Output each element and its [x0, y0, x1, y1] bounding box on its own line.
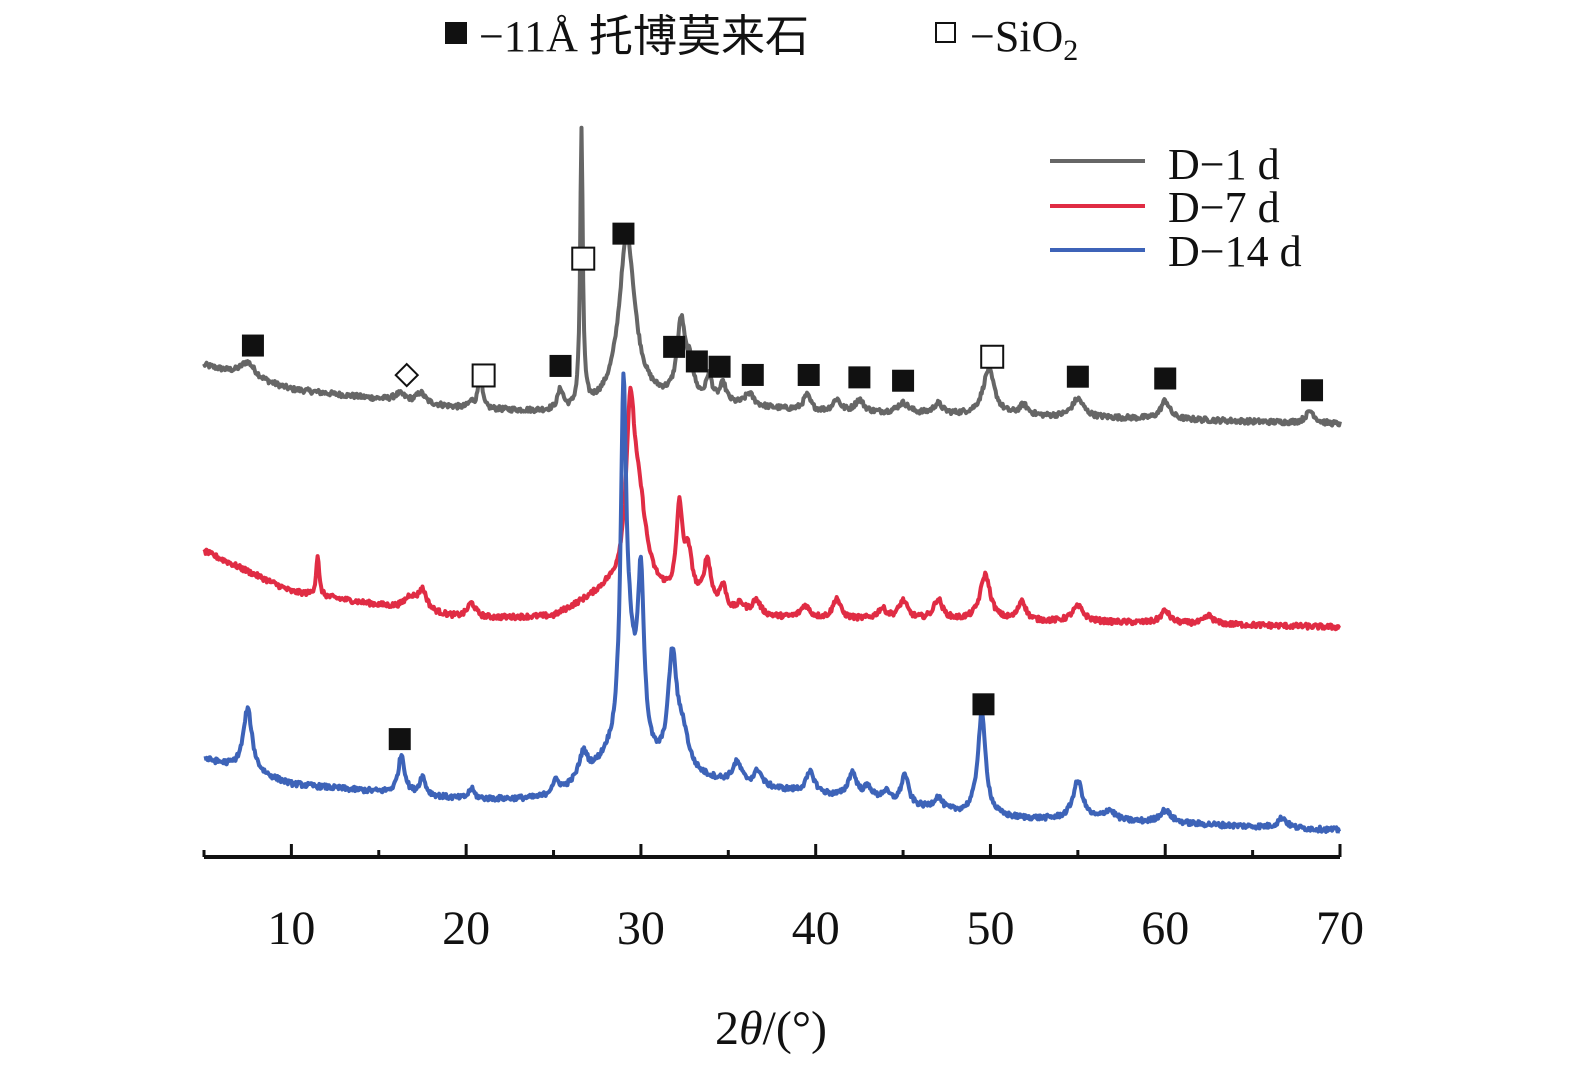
top-marker-legend: −11Å 托博莫来石 −SiO2: [445, 12, 1078, 67]
series-layer: [202, 125, 1342, 834]
x-tick-label: 70: [1316, 902, 1364, 955]
tobermorite-peak-marker: [708, 355, 731, 378]
legend-label-d1: D−1 d: [1168, 140, 1280, 189]
tobermorite-peak-marker: [797, 363, 820, 386]
tobermorite-peak-marker: [848, 366, 871, 389]
tobermorite-peak-marker: [663, 335, 686, 358]
x-axis-label: 2θ/(°): [715, 1002, 827, 1055]
diamond-peak-marker: [394, 362, 420, 388]
tobermorite-peak-marker: [685, 350, 708, 373]
x-tick-label: 20: [442, 902, 490, 955]
filled-square-legend-label: −11Å 托博莫来石: [479, 12, 809, 61]
open-square-legend-label-subscript: 2: [1063, 34, 1078, 67]
x-tick-label: 30: [617, 902, 665, 955]
x-axis-label-prefix: 2: [715, 1002, 739, 1055]
x-tick-label: 10: [267, 902, 315, 955]
x-tick-label: 40: [792, 902, 840, 955]
tobermorite-peak-marker: [241, 334, 264, 357]
tobermorite-peak-marker: [972, 693, 995, 716]
filled-square-legend-symbol: [445, 22, 467, 44]
peak-marker-layer: [241, 222, 1324, 751]
tobermorite-peak-marker: [1301, 379, 1324, 402]
legend-label-d7: D−7 d: [1168, 183, 1280, 232]
series-line-d14: [202, 371, 1342, 834]
open-square-legend-label: −SiO2: [970, 12, 1078, 67]
tobermorite-peak-marker: [1154, 367, 1177, 390]
tobermorite-peak-marker: [741, 363, 764, 386]
tobermorite-peak-marker: [892, 369, 915, 392]
series-line-d1: [202, 125, 1342, 428]
x-axis: 10 20 30 40 50 60 70 2θ/(°): [202, 844, 1364, 1055]
sio2-peak-marker: [571, 246, 596, 271]
x-tick-label: 50: [966, 902, 1014, 955]
tobermorite-peak-marker: [1066, 365, 1089, 388]
series-legend: D−1 d D−7 d D−14 d: [1050, 140, 1302, 276]
sio2-peak-marker: [980, 344, 1005, 369]
tobermorite-peak-marker: [612, 222, 635, 245]
series-line-d7: [202, 385, 1342, 632]
tobermorite-peak-marker: [549, 354, 572, 377]
open-square-legend-label-main: −SiO: [970, 12, 1063, 61]
open-square-legend-symbol: [935, 22, 956, 43]
legend-label-d14: D−14 d: [1168, 227, 1302, 276]
x-axis-label-suffix: /(°): [763, 1002, 828, 1055]
x-axis-label-theta: θ: [739, 1002, 763, 1055]
tobermorite-peak-marker: [388, 728, 411, 751]
x-axis-ticks: 10 20 30 40 50 60 70: [202, 844, 1364, 955]
sio2-peak-marker: [471, 363, 496, 388]
x-tick-label: 60: [1141, 902, 1189, 955]
